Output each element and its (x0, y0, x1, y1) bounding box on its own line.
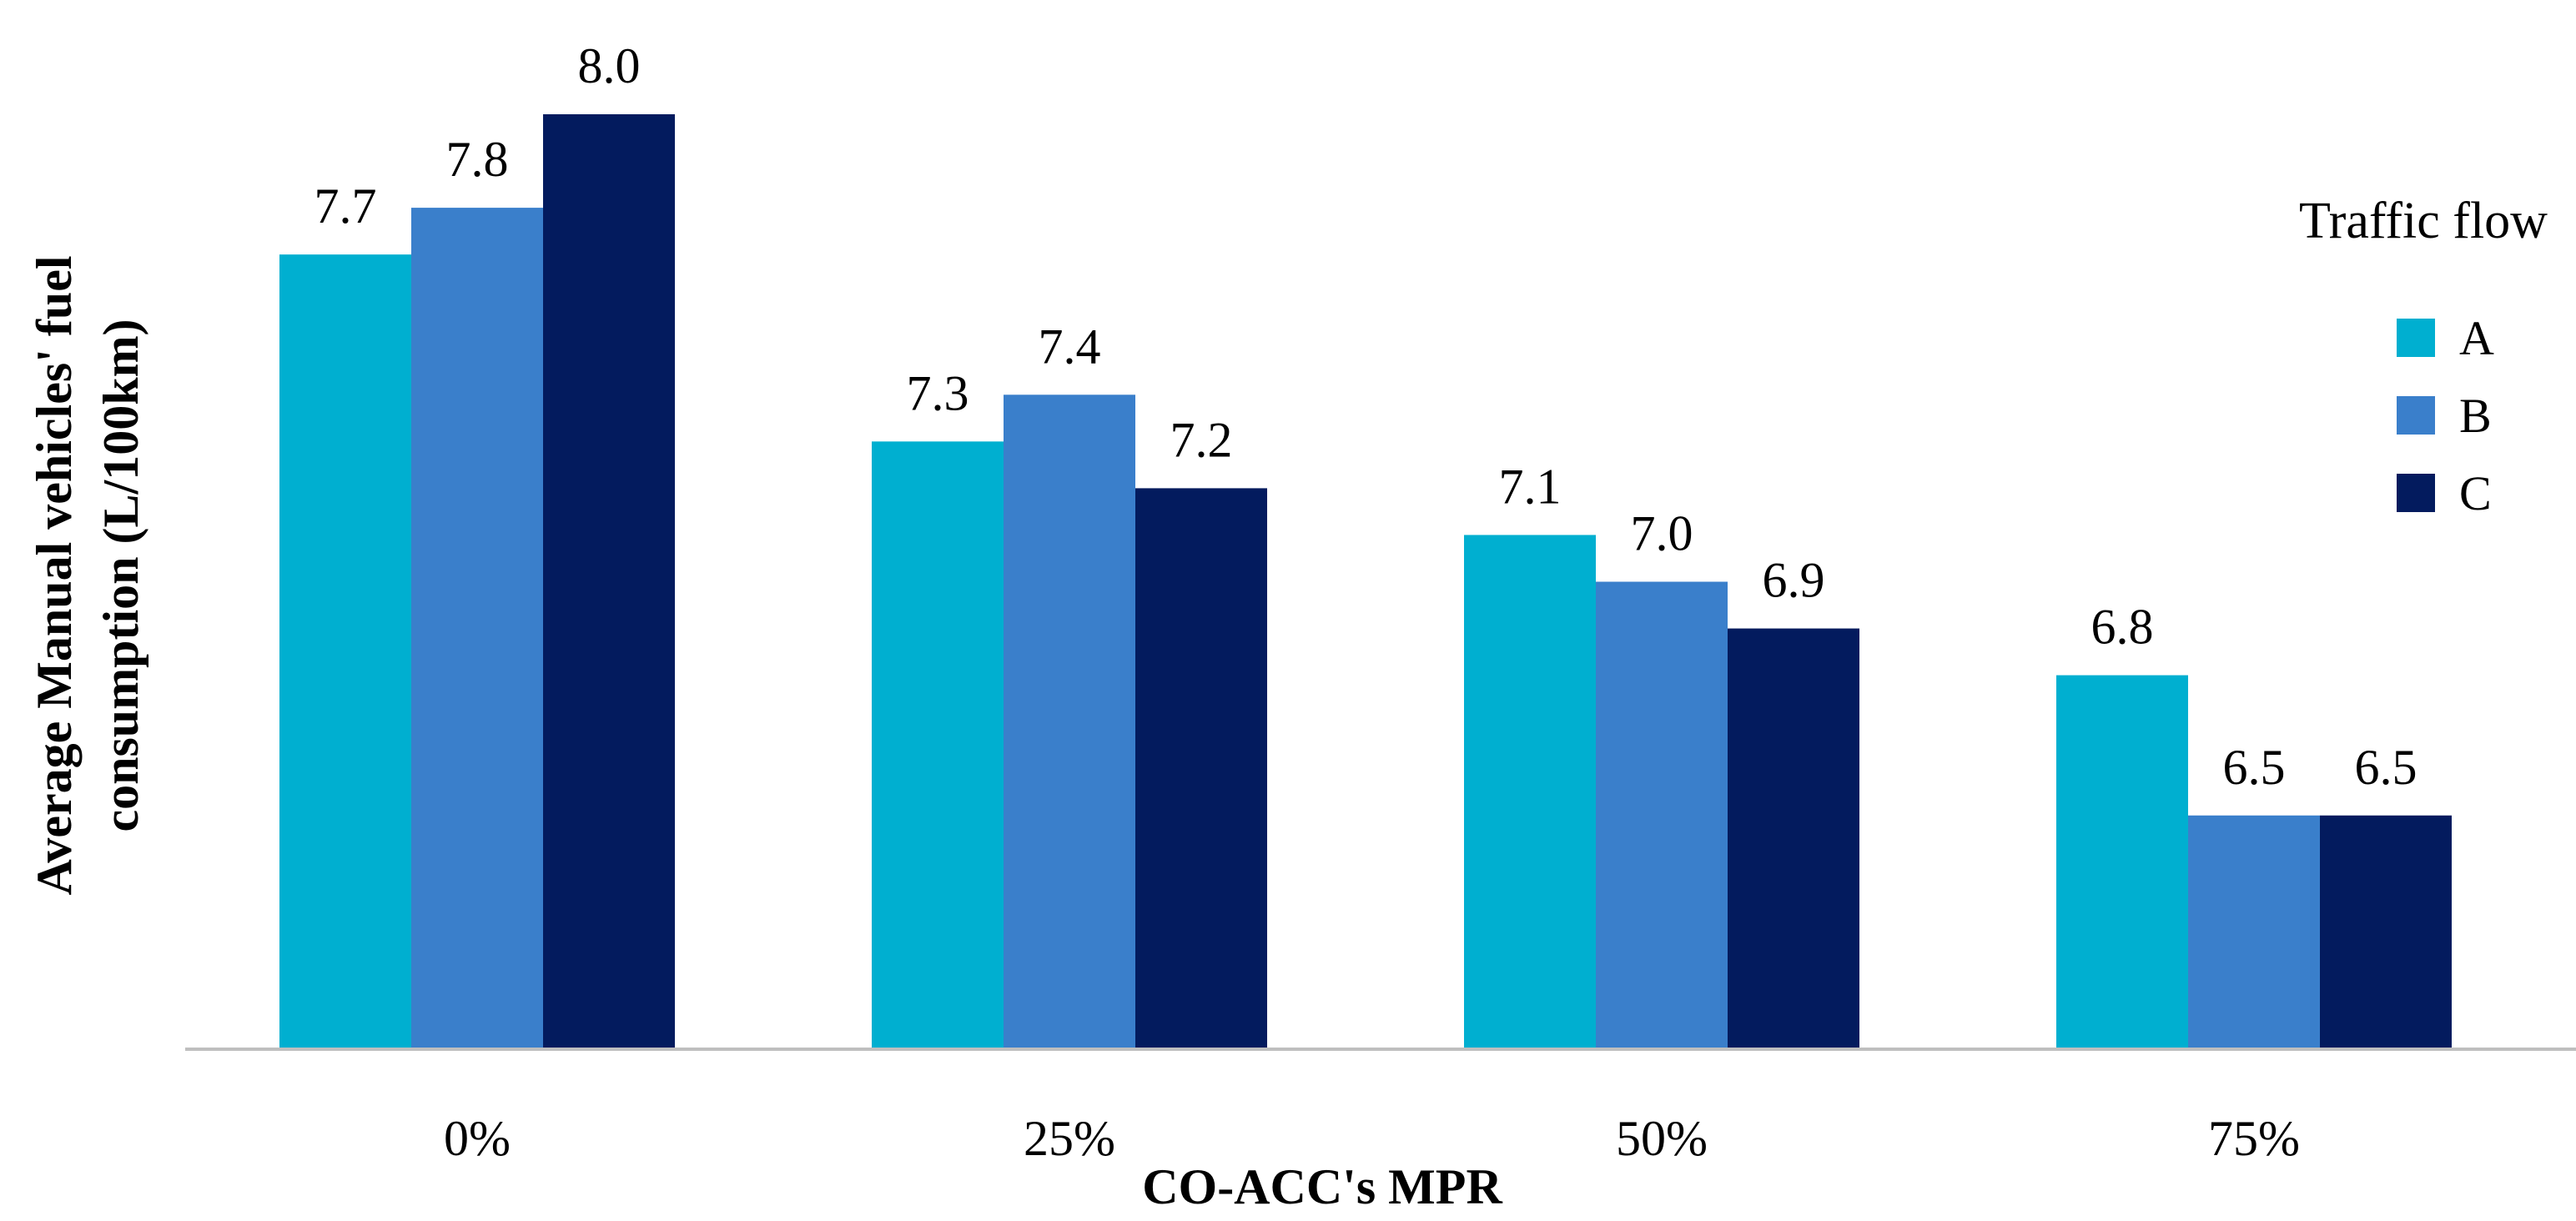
x-tick-label-2: 50% (1616, 1111, 1708, 1166)
y-axis-title: Average Manual vehicles' fuel consumption… (27, 255, 148, 895)
data-label-a-3: 6.8 (2091, 600, 2154, 655)
bar-a-1 (872, 441, 1004, 1049)
legend-swatch-b (2397, 396, 2435, 435)
bars-layer (279, 114, 2452, 1050)
bar-b-0 (411, 208, 543, 1050)
bar-c-0 (543, 114, 675, 1049)
data-label-b-3: 6.5 (2223, 740, 2286, 795)
legend-label-c: C (2459, 466, 2492, 520)
bar-c-2 (1728, 628, 1859, 1049)
data-label-b-0: 7.8 (446, 132, 509, 187)
data-label-c-3: 6.5 (2355, 740, 2418, 795)
bar-c-3 (2320, 815, 2452, 1049)
x-tick-label-0: 0% (444, 1111, 511, 1166)
legend-label-a: A (2459, 311, 2494, 365)
bar-b-1 (1004, 394, 1135, 1049)
data-label-c-0: 8.0 (578, 38, 641, 93)
x-tick-labels: 0% 25% 50% 75% (444, 1111, 2300, 1166)
bar-a-3 (2056, 675, 2188, 1049)
legend-label-b: B (2459, 389, 2492, 443)
legend-swatch-c (2397, 474, 2435, 512)
legend-title: Traffic flow (2299, 193, 2548, 249)
x-tick-label-1: 25% (1024, 1111, 1115, 1166)
bar-a-2 (1464, 535, 1596, 1049)
data-label-a-1: 7.3 (907, 365, 969, 420)
bar-b-2 (1596, 581, 1728, 1049)
data-labels-layer: 7.7 7.3 7.1 6.8 7.8 7.4 7.0 6.5 8.0 7.2 6.9 6.5 (314, 38, 2418, 795)
data-label-b-2: 7.0 (1631, 506, 1693, 561)
data-label-c-2: 6.9 (1763, 553, 1825, 608)
legend-swatch-a (2397, 319, 2435, 357)
x-tick-label-3: 75% (2208, 1111, 2300, 1166)
y-axis-title-line-1: Average Manual vehicles' fuel (27, 255, 82, 895)
data-label-b-1: 7.4 (1039, 319, 1101, 374)
legend: Traffic flow ABC (2299, 193, 2548, 520)
data-label-a-2: 7.1 (1499, 459, 1562, 514)
bar-c-1 (1135, 488, 1267, 1049)
bar-b-3 (2188, 815, 2320, 1049)
data-label-c-1: 7.2 (1170, 412, 1233, 467)
x-axis-title: CO-ACC's MPR (1142, 1159, 1502, 1214)
bar-a-0 (279, 254, 411, 1049)
data-label-a-0: 7.7 (314, 178, 377, 234)
y-axis-title-line-2: consumption (L/100km) (93, 319, 148, 832)
legend-items: ABC (2397, 311, 2494, 520)
